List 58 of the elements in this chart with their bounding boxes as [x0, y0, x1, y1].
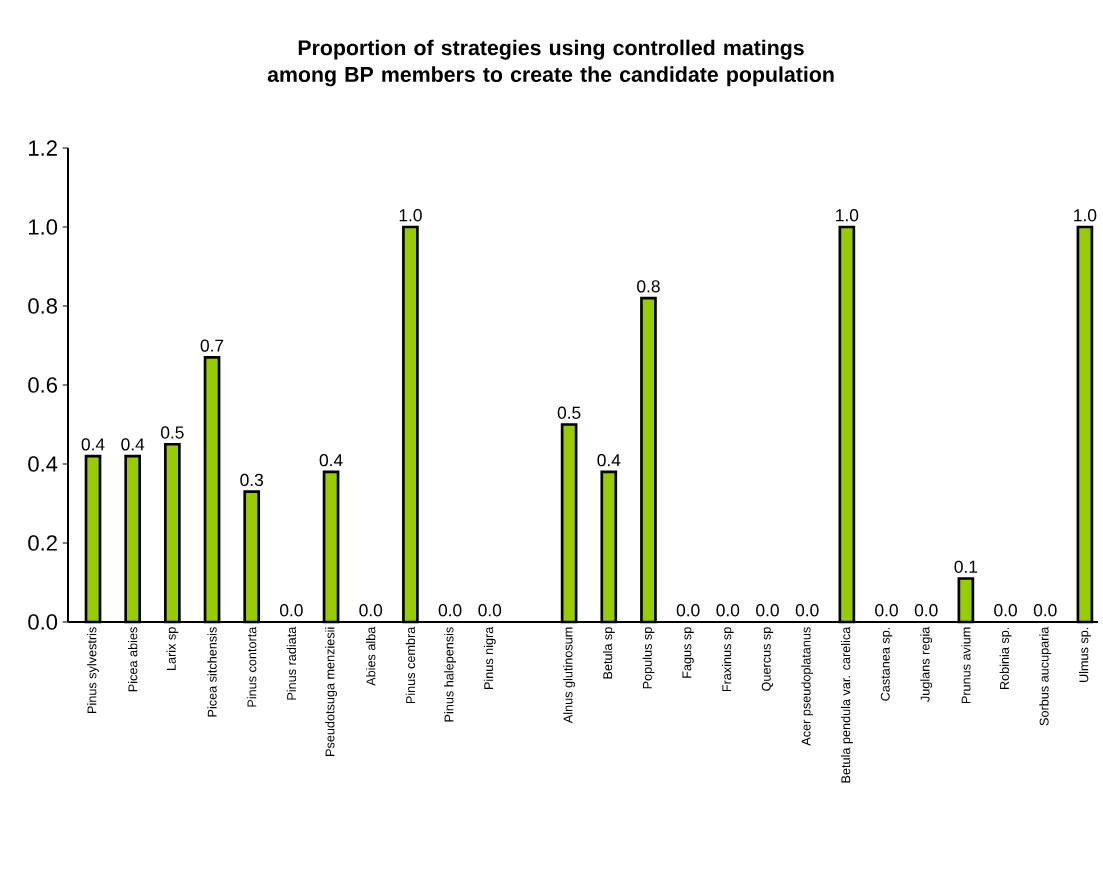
data-label: 0.0 [359, 604, 383, 617]
x-tick-label: Pinus cembra [405, 626, 416, 704]
x-tick-label: Sorbus aucuparia [1039, 626, 1052, 726]
y-tick-label: 0.6 [28, 377, 57, 393]
x-tick-label: Robinia sp. [999, 627, 1012, 690]
data-label: 0.4 [121, 438, 145, 451]
data-label: 0.7 [200, 339, 224, 352]
data-label: 0.5 [160, 426, 184, 439]
data-label: 0.0 [1033, 604, 1057, 617]
y-tick-label: 0.2 [28, 535, 57, 551]
data-label: 0.0 [994, 604, 1017, 617]
data-label: 0.0 [914, 604, 938, 617]
data-label: 0.4 [597, 454, 621, 467]
x-tick-label: Picea sitchensis [207, 627, 217, 717]
data-label: 0.8 [637, 280, 660, 293]
x-tick-label: Picea abies [128, 627, 138, 692]
y-tick-label: 0.8 [28, 298, 57, 314]
y-tick-label: 1.2 [29, 140, 57, 156]
x-tick-label: Pinus nigra [483, 626, 496, 690]
y-tick-label: 0.4 [28, 456, 58, 472]
y-tick-label: 0.0 [28, 614, 58, 630]
data-label: 0.0 [478, 604, 502, 617]
x-tick-label: Pinus halepensis [444, 627, 456, 722]
data-label: 0.0 [280, 604, 303, 617]
x-tick-label: Juglans regia [920, 626, 933, 702]
x-tick-label: Abies alba [366, 626, 376, 686]
data-label: 0.0 [795, 604, 819, 617]
x-tick-label: Pinus radiata [286, 626, 297, 700]
data-label: 1.0 [1074, 209, 1097, 222]
x-tick-label: Betula sp [602, 627, 615, 679]
x-tick-label: Ulmus sp. [1079, 627, 1091, 683]
data-label: 0.0 [875, 604, 898, 617]
x-tick-label: Alnus glutinosum [563, 627, 576, 724]
chart-title: Proportion of strategies using controlled matings among BP members to create the candidate population [267, 39, 834, 87]
data-label: 0.4 [319, 454, 343, 467]
data-label: 0.0 [716, 604, 740, 617]
x-tick-label: Pseudotsuga menziesii [325, 627, 337, 756]
x-tick-label: Fagus sp [682, 627, 694, 678]
x-tick-label: Larix sp [166, 627, 179, 670]
data-label: 0.4 [81, 438, 105, 451]
y-tick-label: 1.0 [29, 219, 58, 235]
data-label: 0.5 [557, 406, 581, 419]
x-tick-label: Pinus contorta [247, 626, 257, 707]
x-tick-label: Quercus sp [761, 627, 774, 691]
x-tick-label: Castanea sp. [880, 627, 893, 701]
x-tick-label: Fraxinus sp [721, 627, 734, 692]
data-label: 0.3 [240, 473, 263, 487]
x-tick-label: Pinus sylvestris [87, 627, 99, 713]
x-tick-label: Acer pseudoplatanus [801, 627, 814, 746]
data-label: 0.0 [756, 604, 779, 617]
data-label: 0.1 [954, 560, 978, 573]
data-label: 0.0 [438, 604, 462, 617]
data-label: 1.0 [399, 209, 422, 222]
x-tick-label: Betula pendula var. carelica [840, 626, 853, 783]
x-tick-label: Prunus avium [961, 627, 971, 704]
data-label: 1.0 [836, 209, 859, 222]
x-tick-label: Populus sp [642, 627, 655, 689]
data-label: 0.0 [676, 604, 700, 617]
